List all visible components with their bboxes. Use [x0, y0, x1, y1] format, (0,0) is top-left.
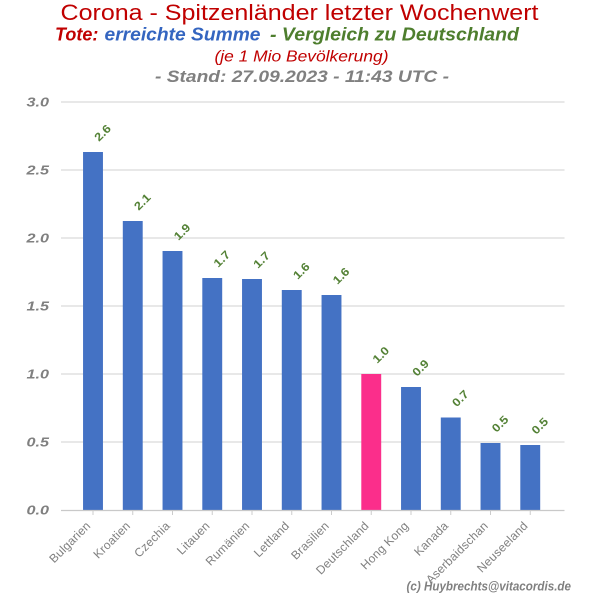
- svg-text:2.0: 2.0: [25, 231, 50, 246]
- svg-text:(c) Huybrechts@vitacordis.de: (c) Huybrechts@vitacordis.de: [407, 580, 572, 594]
- svg-text:2.5: 2.5: [25, 163, 50, 178]
- svg-text:1.5: 1.5: [27, 299, 50, 314]
- svg-text:- Vergleich zu Deutschland: - Vergleich zu Deutschland: [270, 24, 520, 44]
- svg-text:3.0: 3.0: [27, 95, 50, 110]
- svg-text:0.5: 0.5: [27, 435, 50, 450]
- svg-text:Tote:: Tote:: [55, 24, 98, 44]
- svg-text:(je 1 Mio Bevölkerung): (je 1 Mio Bevölkerung): [215, 49, 389, 66]
- svg-text:1.0: 1.0: [27, 367, 50, 382]
- svg-text:erreichte Summe: erreichte Summe: [105, 24, 261, 44]
- svg-text:Corona - Spitzenländer letzter: Corona - Spitzenländer letzter Wochenwer…: [61, 0, 540, 25]
- svg-text:0.0: 0.0: [27, 503, 50, 518]
- svg-text:- Stand: 27.09.2023 - 11:43 UT: - Stand: 27.09.2023 - 11:43 UTC -: [155, 67, 449, 86]
